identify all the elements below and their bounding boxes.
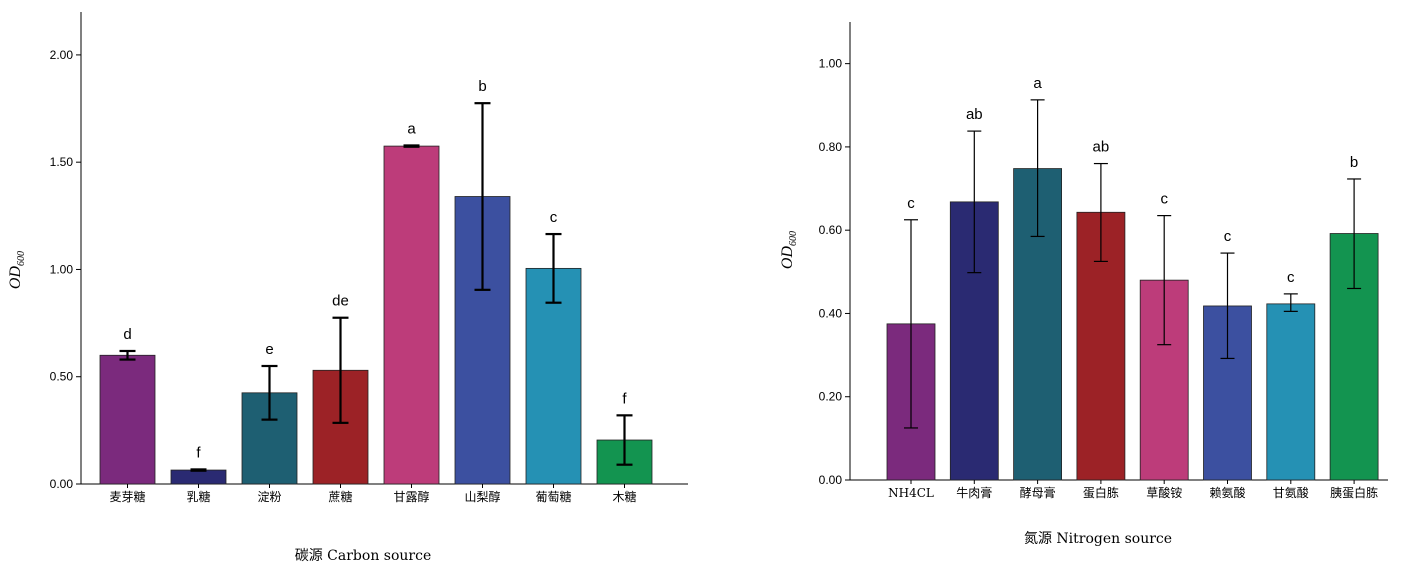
bar <box>383 145 440 485</box>
significance-label: f <box>196 444 201 461</box>
significance-label: c <box>1224 228 1232 245</box>
significance-label: f <box>622 390 627 407</box>
significance-label: ab <box>966 106 983 123</box>
significance-label: c <box>1160 191 1168 208</box>
carbon-source-chart: 0.00 0.50 1.00 1.50 2.00 d 麦芽糖 f 乳糖 e 淀粉 de 蔗糖 a 甘露醇 b 山… <box>7 12 688 564</box>
significance-label: a <box>407 120 416 137</box>
x-tick-label: 乳糖 <box>186 489 210 504</box>
bar <box>1266 303 1316 481</box>
significance-label: c <box>1287 269 1295 286</box>
nitrogen-source-chart: 0.00 0.20 0.40 0.60 0.80 1.00 c NH4CL ab 牛肉膏 a 酵母膏 a… <box>779 22 1388 547</box>
significance-label: c <box>907 195 915 212</box>
y-tick-label: 0.20 <box>819 390 843 404</box>
y-tick-label: 1.00 <box>50 262 74 276</box>
y-tick-label: 0.80 <box>819 140 843 154</box>
significance-label: de <box>332 293 349 310</box>
y-tick-label: 0.60 <box>819 223 843 237</box>
y-axis-title: OD600 <box>779 231 799 269</box>
x-tick-label: 甘氨酸 <box>1273 485 1309 500</box>
x-tick-label: 蛋白胨 <box>1083 485 1119 500</box>
bar <box>99 354 156 485</box>
y-tick-label: 0.40 <box>819 306 843 320</box>
x-tick-label: 赖氨酸 <box>1209 485 1245 500</box>
x-axis-title: 碳源 Carbon source <box>295 548 432 564</box>
x-tick-label: 牛肉膏 <box>956 485 992 500</box>
significance-label: b <box>1350 154 1358 171</box>
x-tick-label: 葡萄糖 <box>535 489 571 504</box>
y-tick-label: 0.50 <box>50 370 74 384</box>
significance-label: b <box>478 78 486 95</box>
bar <box>525 267 582 485</box>
significance-label: a <box>1033 75 1042 92</box>
x-tick-label: 甘露醇 <box>393 489 429 504</box>
significance-label: ab <box>1093 139 1110 156</box>
bar <box>170 469 227 485</box>
y-tick-label: 1.00 <box>819 57 843 71</box>
y-axis-title-subscript: 600 <box>788 231 799 246</box>
y-axis-title: OD600 <box>7 251 27 289</box>
y-tick-label: 0.00 <box>50 477 74 491</box>
significance-label: e <box>265 341 273 358</box>
x-tick-label: 麦芽糖 <box>109 489 145 504</box>
x-axis-title: 氮源 Nitrogen source <box>1024 531 1172 547</box>
x-tick-label: 山梨醇 <box>464 489 500 504</box>
y-tick-label: 1.50 <box>50 155 74 169</box>
x-tick-label: 木糖 <box>612 489 636 504</box>
x-tick-label: 胰蛋白胨 <box>1330 485 1378 500</box>
x-tick-label: 草酸铵 <box>1146 485 1182 500</box>
x-tick-label: 蔗糖 <box>328 489 352 504</box>
y-tick-label: 0.00 <box>819 473 843 487</box>
y-axis-title-subscript: 600 <box>16 251 27 266</box>
significance-label: c <box>550 209 558 226</box>
x-tick-label: 酵母膏 <box>1020 485 1056 500</box>
x-tick-label: NH4CL <box>888 486 934 500</box>
y-tick-label: 2.00 <box>50 48 74 62</box>
significance-label: d <box>123 326 131 343</box>
x-tick-label: 淀粉 <box>257 490 281 504</box>
